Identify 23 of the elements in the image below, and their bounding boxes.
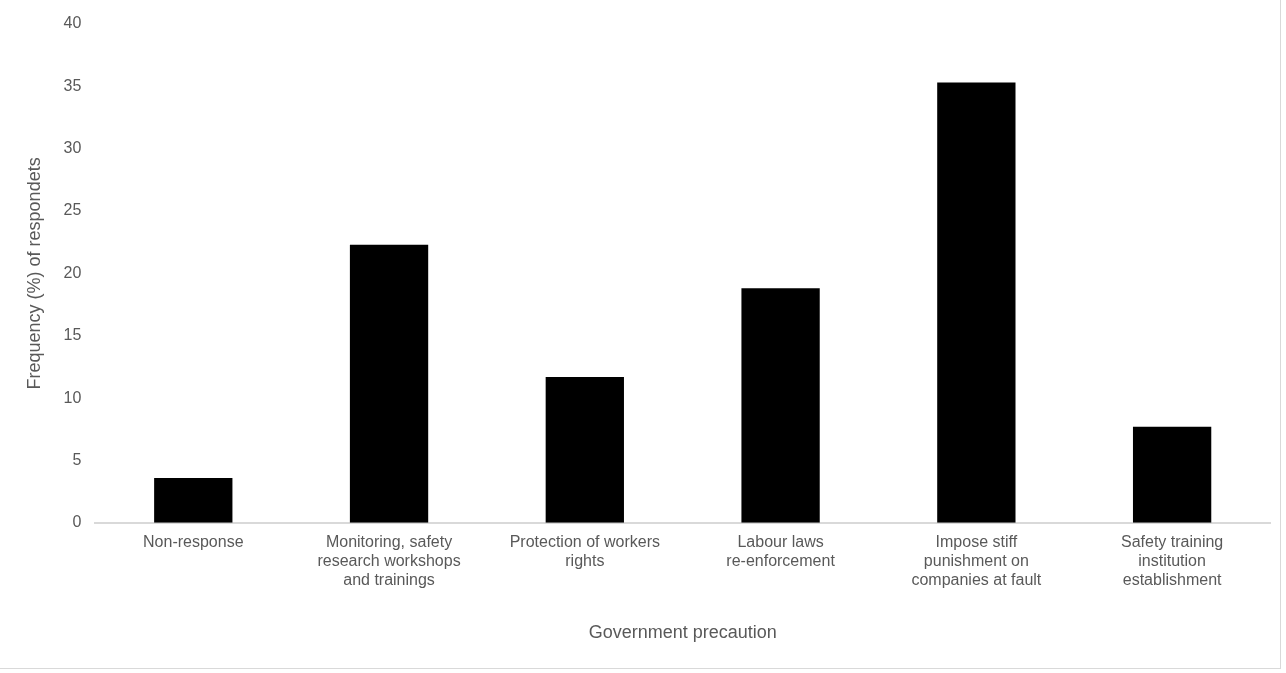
- bar: [349, 244, 429, 523]
- y-tick-label: 20: [63, 263, 82, 281]
- bar: [741, 288, 820, 523]
- bar: [154, 477, 233, 523]
- y-tick-label: 10: [63, 388, 82, 406]
- bar: [545, 376, 624, 523]
- bar: [1132, 426, 1212, 523]
- y-tick-label: 15: [63, 326, 82, 344]
- x-tick-label: Monitoring, safety research workshops and trainings: [317, 532, 461, 589]
- y-tick-label: 40: [63, 14, 82, 32]
- x-tick-label: Safety training institution establishment: [1120, 532, 1224, 589]
- bar: [937, 82, 1016, 523]
- x-tick-label: Impose stiff punishment on companies at fault: [911, 532, 1042, 589]
- y-tick-label: 5: [72, 450, 82, 468]
- x-tick-label: Protection of workers rights: [509, 532, 660, 570]
- y-tick-label: 0: [72, 513, 82, 531]
- y-tick-label: 25: [63, 201, 82, 219]
- x-tick-label: Labour laws re-enforcement: [726, 532, 836, 570]
- y-tick-label: 30: [63, 139, 82, 157]
- y-tick-label: 35: [63, 76, 82, 94]
- x-axis-title: Government precaution: [588, 622, 777, 643]
- x-tick-label: Non-response: [143, 532, 244, 550]
- y-axis-title: Frequency (%) of respondets: [23, 157, 44, 390]
